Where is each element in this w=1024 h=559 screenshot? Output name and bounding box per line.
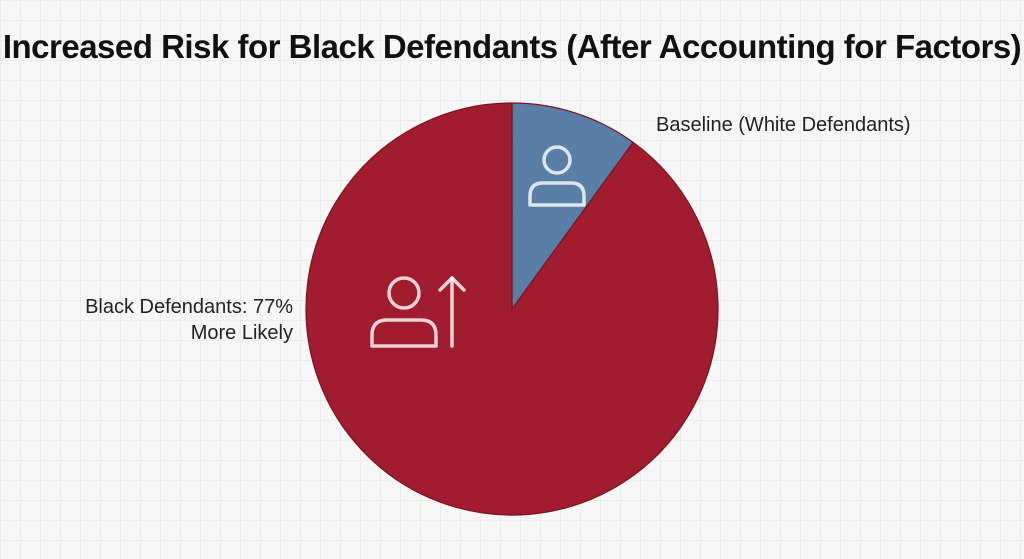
slice-label-black-defendants: Black Defendants: 77% More Likely xyxy=(85,294,293,346)
slice-label-baseline: Baseline (White Defendants) xyxy=(656,114,911,136)
person-icon xyxy=(528,145,586,207)
slice-label-black-line-2: More Likely xyxy=(190,322,293,344)
pie-slice-black-defendants xyxy=(305,102,719,516)
person-up-arrow-icon xyxy=(370,276,466,348)
slice-label-black-line-1: Black Defendants: 77% xyxy=(85,296,293,318)
chart-title: Increased Risk for Black Defendants (Aft… xyxy=(2,28,1022,65)
